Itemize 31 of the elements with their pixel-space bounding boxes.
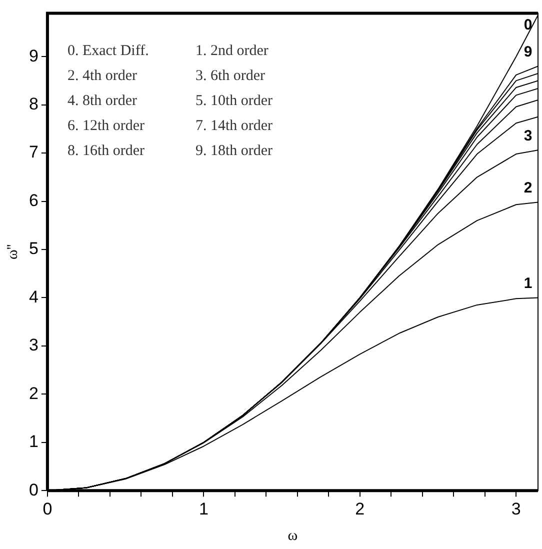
x-tick-label: 0 <box>42 499 52 518</box>
annotation: 4. 8th order <box>67 93 138 110</box>
x-tick-label: 2 <box>355 499 365 518</box>
annotation: 9. 18th order <box>195 143 273 160</box>
series-label: 9 <box>524 43 532 60</box>
annotation: 2. 4th order <box>67 68 138 84</box>
y-tick-label: 6 <box>28 190 38 210</box>
y-tick-label: 7 <box>28 142 38 162</box>
y-axis-title: ω'' <box>4 244 21 260</box>
y-tick-label: 5 <box>28 239 38 258</box>
y-tick-label: 4 <box>28 287 38 306</box>
x-tick-label: 1 <box>198 499 208 518</box>
annotation: 7. 14th order <box>195 118 273 134</box>
annotation: 8. 16th order <box>67 143 145 160</box>
y-tick-label: 2 <box>28 384 38 403</box>
x-tick-label: 3 <box>511 499 521 518</box>
annotation: 1. 2nd order <box>195 43 268 60</box>
annotation: 5. 10th order <box>195 93 273 110</box>
annotation: 6. 12th order <box>67 118 145 134</box>
y-tick-label: 3 <box>28 336 38 355</box>
series-label: 3 <box>524 127 532 144</box>
y-tick-label: 0 <box>28 480 38 500</box>
annotation: 0. Exact Diff. <box>67 43 149 60</box>
x-axis-title: ω <box>288 528 298 544</box>
series-label: 1 <box>524 274 532 292</box>
y-tick-label: 8 <box>28 94 38 114</box>
series-label: 2 <box>524 179 532 196</box>
series-label: 0 <box>524 16 532 34</box>
annotation: 3. 6th order <box>195 68 266 84</box>
y-tick-label: 1 <box>28 432 38 452</box>
y-tick-label: 9 <box>28 46 38 66</box>
